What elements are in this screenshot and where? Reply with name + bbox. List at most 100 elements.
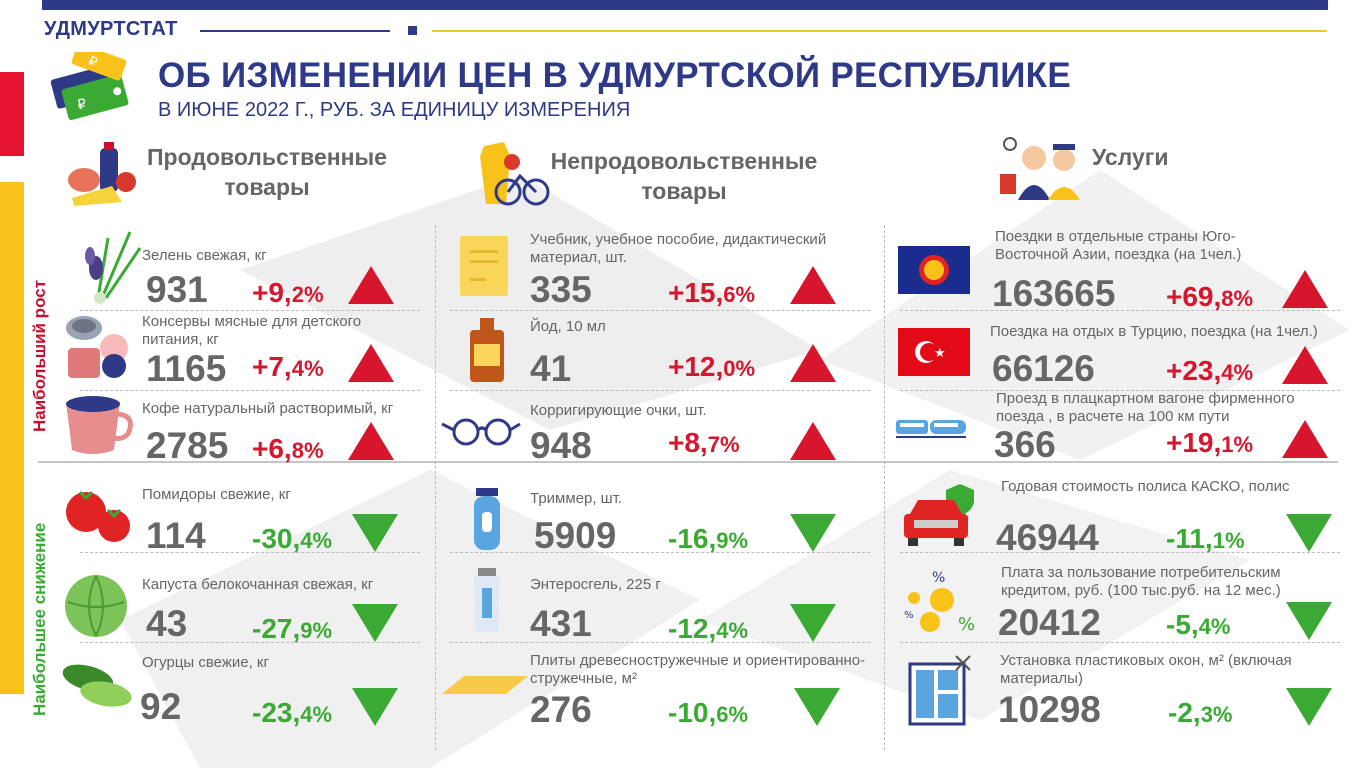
decrease-arrow-icon xyxy=(352,688,398,726)
item-name: Консервы мясные для детского питания, кг xyxy=(142,313,362,348)
item-name: Помидоры свежие, кг xyxy=(142,486,291,503)
item-name: Капуста белокочанная свежая, кг xyxy=(142,576,374,593)
row-divider xyxy=(80,642,420,643)
item-change: +15,6% xyxy=(668,278,755,310)
change-decimal: 7% xyxy=(707,432,740,457)
textbook-icon xyxy=(460,236,508,296)
item-price: 114 xyxy=(146,515,206,556)
change-main: -30, xyxy=(252,523,301,554)
herbs-icon xyxy=(85,231,142,304)
change-main: -23, xyxy=(252,697,301,728)
item-price: 948 xyxy=(530,425,592,466)
item-name: Плиты древесностружечные и ориентированн… xyxy=(530,652,866,687)
row-divider xyxy=(900,642,1340,643)
change-decimal: 0% xyxy=(723,356,756,381)
growth-label: Наибольший рост xyxy=(30,279,49,432)
change-main: -2, xyxy=(1168,697,1201,728)
coffee-cup-icon xyxy=(66,396,133,454)
item-change: +8,7% xyxy=(668,428,740,460)
change-main: +12, xyxy=(668,351,724,382)
item-change: +9,2% xyxy=(252,278,324,310)
category-nonfood-line1: Непродовольственные xyxy=(550,148,818,174)
asean-flag-icon xyxy=(898,246,970,294)
increase-arrow-icon xyxy=(348,266,394,304)
item-price: 366 xyxy=(994,424,1056,465)
change-decimal: 1% xyxy=(1212,528,1245,553)
change-main: -16, xyxy=(668,523,717,554)
item-name: Поездки в отдельные страны Юго-Восточной… xyxy=(995,228,1242,263)
brand-name: УДМУРТСТАТ xyxy=(44,18,178,40)
increase-arrow-icon xyxy=(348,422,394,460)
change-main: +7, xyxy=(252,351,292,382)
growth-side-bar xyxy=(0,72,24,156)
change-decimal: 3% xyxy=(1200,702,1233,727)
page-subtitle: В ИЮНЕ 2022 Г., РУБ. ЗА ЕДИНИЦУ ИЗМЕРЕНИ… xyxy=(158,99,631,121)
food-icon xyxy=(68,142,136,206)
item-name: Годовая стоимость полиса КАСКО, полис xyxy=(1001,478,1290,495)
item-price: 10298 xyxy=(998,689,1101,730)
change-main: -12, xyxy=(668,613,717,644)
item-name: Энтеросгель, 225 г xyxy=(530,576,661,593)
row-divider xyxy=(900,552,1340,553)
change-main: +19, xyxy=(1166,427,1222,458)
row-divider xyxy=(80,310,420,311)
decline-side-bar xyxy=(0,182,24,694)
cucumbers-icon xyxy=(62,664,132,707)
item-change: +23,4% xyxy=(1166,356,1253,388)
change-decimal: 6% xyxy=(723,282,756,307)
price-tags-icon: ₽ ₽ xyxy=(50,52,129,121)
increase-arrow-icon xyxy=(790,422,836,460)
item-change: -10,6% xyxy=(668,698,748,730)
item-change: +6,8% xyxy=(252,434,324,466)
category-food: Продовольственные товары xyxy=(128,142,406,202)
car-insurance-icon xyxy=(904,484,974,546)
train-icon xyxy=(896,420,966,438)
glasses-icon xyxy=(441,418,521,446)
row-divider xyxy=(80,552,420,553)
tomatoes-icon xyxy=(66,490,130,542)
svg-text:%: % xyxy=(904,610,914,621)
item-price: 92 xyxy=(140,686,182,727)
change-decimal: 4% xyxy=(300,702,333,727)
item-name: Поездка на отдых в Турцию, поездка (на 1… xyxy=(990,323,1318,340)
item-name: Плата за пользование потребительским кре… xyxy=(1001,564,1281,599)
item-price: 335 xyxy=(530,269,592,310)
decrease-arrow-icon xyxy=(790,514,836,552)
item-change: +19,1% xyxy=(1166,428,1253,460)
column-divider-2 xyxy=(884,225,885,750)
decrease-arrow-icon xyxy=(1286,514,1332,552)
item-name: Огурцы свежие, кг xyxy=(142,654,269,671)
change-decimal: 4% xyxy=(1221,360,1254,385)
trimmer-icon xyxy=(474,488,500,550)
change-decimal: 2% xyxy=(291,282,324,307)
svg-text:₽: ₽ xyxy=(76,96,89,114)
turkey-flag-icon: ★ xyxy=(898,328,970,376)
cabbage-icon xyxy=(65,575,127,637)
item-name: Зелень свежая, кг xyxy=(142,247,267,264)
header-square xyxy=(408,26,417,35)
svg-text:%: % xyxy=(932,570,945,586)
chipboard-icon xyxy=(442,676,528,694)
increase-arrow-icon xyxy=(790,266,836,304)
item-price: 46944 xyxy=(996,517,1099,558)
item-change: -12,4% xyxy=(668,614,748,646)
change-decimal: 6% xyxy=(716,702,749,727)
change-main: -27, xyxy=(252,613,301,644)
row-divider xyxy=(450,390,870,391)
item-change: -30,4% xyxy=(252,524,332,556)
item-change: -11,1% xyxy=(1166,524,1245,556)
page-title: ОБ ИЗМЕНЕНИИ ЦЕН В УДМУРТСКОЙ РЕСПУБЛИКЕ xyxy=(158,56,1071,95)
svg-text:★: ★ xyxy=(934,346,946,361)
row-divider xyxy=(450,310,870,311)
item-price: 1165 xyxy=(146,348,227,389)
item-name: Учебник, учебное пособие, дидактический … xyxy=(530,231,827,266)
change-main: -10, xyxy=(668,697,717,728)
enterosgel-tube-icon xyxy=(474,568,500,632)
item-price: 66126 xyxy=(992,348,1095,389)
decrease-arrow-icon xyxy=(352,604,398,642)
item-change: +12,0% xyxy=(668,352,755,384)
change-decimal: 4% xyxy=(300,528,333,553)
change-decimal: 8% xyxy=(291,438,324,463)
decrease-arrow-icon xyxy=(790,604,836,642)
item-name: Установка пластиковых окон, м² (включая … xyxy=(1000,652,1292,687)
